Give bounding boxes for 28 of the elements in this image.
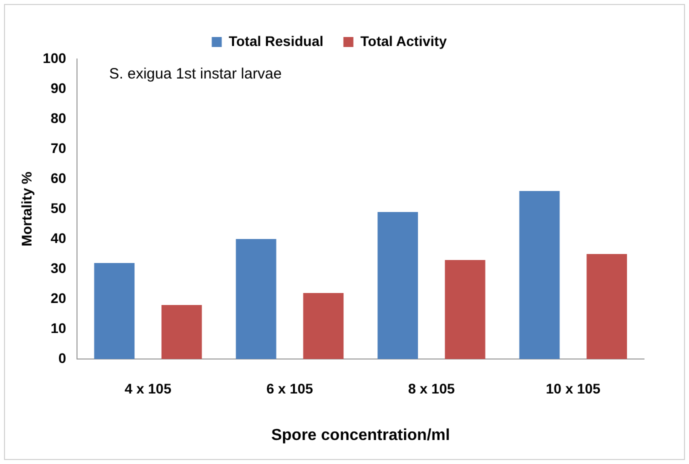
bar: [236, 239, 276, 359]
y-tick-label: 60: [50, 170, 66, 186]
x-tick-label: 4 x 105: [124, 380, 172, 396]
y-tick-label: 40: [50, 230, 66, 246]
legend-label: Total Residual: [228, 32, 324, 49]
legend-label: Total Activity: [360, 32, 447, 49]
annotation: S. exigua 1st instar larvae: [109, 66, 282, 83]
bar: [586, 254, 627, 359]
bar: [303, 293, 344, 359]
bar: [444, 260, 486, 359]
x-tick-label: 10 x 105: [546, 380, 601, 396]
bar: [519, 191, 560, 359]
y-tick-label: 20: [50, 290, 66, 306]
y-axis-title: Mortality %: [18, 171, 34, 246]
y-tick-label: 0: [58, 350, 66, 366]
y-tick-label: 50: [50, 200, 66, 216]
bar: [161, 305, 202, 359]
x-axis-title: Spore concentration/ml: [271, 426, 450, 444]
y-tick-label: 100: [42, 50, 66, 66]
bar: [94, 263, 135, 359]
x-tick-label: 8 x 105: [408, 380, 455, 396]
y-tick-label: 90: [50, 80, 66, 96]
y-tick-label: 70: [50, 140, 66, 156]
y-tick-label: 10: [50, 320, 66, 336]
bar: [378, 212, 418, 359]
y-tick-label: 80: [50, 110, 66, 126]
y-tick-label: 30: [50, 260, 66, 276]
x-tick-label: 6 x 105: [266, 380, 314, 396]
